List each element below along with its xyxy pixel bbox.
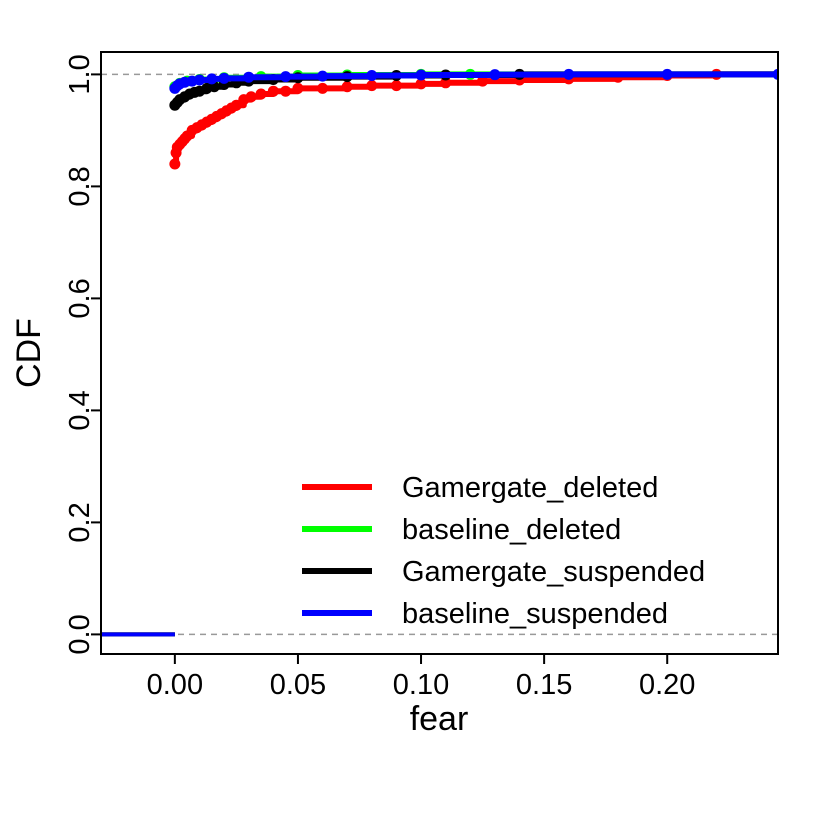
axes: 0.00 0.05 0.10 0.15 0.20 0.0 0.2 0.4 0.6 0.8 1.0 [64, 54, 695, 701]
series-gamergate-deleted-point [292, 82, 304, 94]
y-tick-label: 1.0 [64, 54, 96, 94]
legend: Gamergate_deleted baseline_deleted Gamerga… [302, 472, 705, 630]
x-tick-label: 0.20 [639, 669, 695, 701]
series-baseline-suspended-point [193, 74, 205, 86]
legend-label-gamergate-suspended: Gamergate_suspended [402, 556, 705, 588]
series-gamergate-deleted-point [267, 85, 279, 97]
x-tick-label: 0.10 [393, 669, 449, 701]
series-gamergate-deleted-point [245, 91, 257, 103]
series-gamergate-deleted-point [415, 78, 427, 90]
series-baseline-suspended-point [489, 69, 501, 81]
x-axis-title: fear [410, 700, 469, 738]
legend-label-gamergate-deleted: Gamergate_deleted [402, 472, 658, 504]
y-tick-label: 0.2 [64, 502, 96, 542]
series-baseline-suspended-point [366, 70, 378, 82]
y-tick-label: 0.0 [64, 614, 96, 654]
series-gamergate-deleted-point [169, 158, 181, 170]
series-gamergate-deleted-point [440, 77, 452, 89]
series-gamergate-deleted-point [317, 82, 329, 94]
x-tick-label: 0.00 [147, 669, 203, 701]
series-baseline-suspended-point [661, 68, 673, 80]
y-tick-label: 0.4 [64, 390, 96, 430]
legend-label-baseline-suspended: baseline_suspended [402, 598, 668, 630]
series-baseline-suspended-point [206, 73, 218, 85]
y-axis-title: CDF [10, 318, 48, 388]
series-gamergate-deleted-point [255, 88, 267, 100]
legend-label-baseline-deleted: baseline_deleted [402, 514, 621, 546]
series-baseline-suspended-point [280, 71, 292, 83]
series-baseline-suspended-point [772, 68, 778, 80]
plot-frame [100, 51, 779, 655]
series-baseline-suspended-point [317, 70, 329, 82]
series-baseline-suspended-point [563, 68, 575, 80]
series-baseline-suspended [101, 68, 778, 637]
x-tick-label: 0.05 [270, 669, 326, 701]
series-baseline-suspended-point [243, 71, 255, 83]
series-baseline-suspended-point [415, 69, 427, 81]
series-gamergate-deleted-point [341, 81, 353, 93]
series-baseline-suspended-point [218, 72, 230, 84]
plot-area [101, 68, 778, 637]
series-gamergate-deleted-point [280, 85, 292, 97]
y-tick-label: 0.8 [64, 166, 96, 206]
series-gamergate-deleted-point [390, 80, 402, 92]
series-gamergate-deleted-point [477, 75, 489, 87]
x-tick-label: 0.15 [516, 669, 572, 701]
series-gamergate-deleted-point [366, 80, 378, 92]
y-tick-label: 0.6 [64, 278, 96, 318]
